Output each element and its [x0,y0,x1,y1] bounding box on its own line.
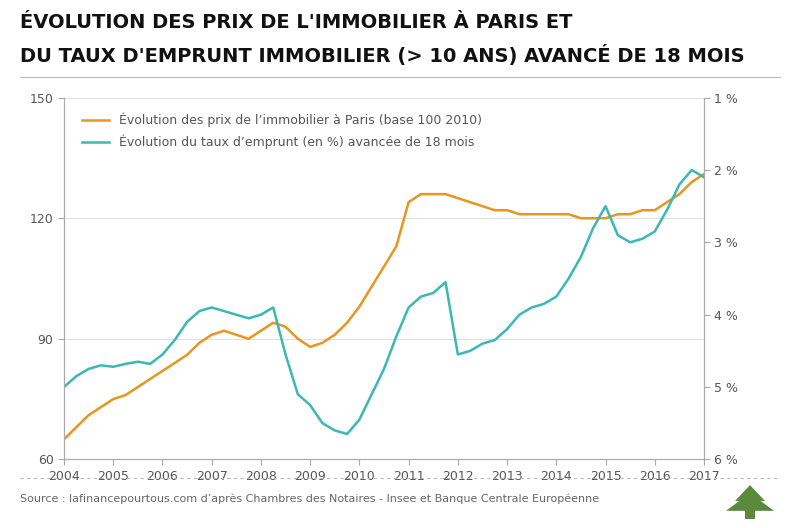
Polygon shape [735,485,765,501]
Polygon shape [726,493,774,511]
Legend: Évolution des prix de l’immobilier à Paris (base 100 2010), Évolution du taux d’: Évolution des prix de l’immobilier à Par… [77,108,487,154]
Bar [746,510,755,518]
Text: ÉVOLUTION DES PRIX DE L'IMMOBILIER À PARIS ET: ÉVOLUTION DES PRIX DE L'IMMOBILIER À PAR… [20,13,573,32]
Text: DU TAUX D'EMPRUNT IMMOBILIER (> 10 ANS) AVANCÉ DE 18 MOIS: DU TAUX D'EMPRUNT IMMOBILIER (> 10 ANS) … [20,45,745,66]
Text: Source : lafinancepourtous.com d’après Chambres des Notaires - Insee et Banque C: Source : lafinancepourtous.com d’après C… [20,494,599,504]
